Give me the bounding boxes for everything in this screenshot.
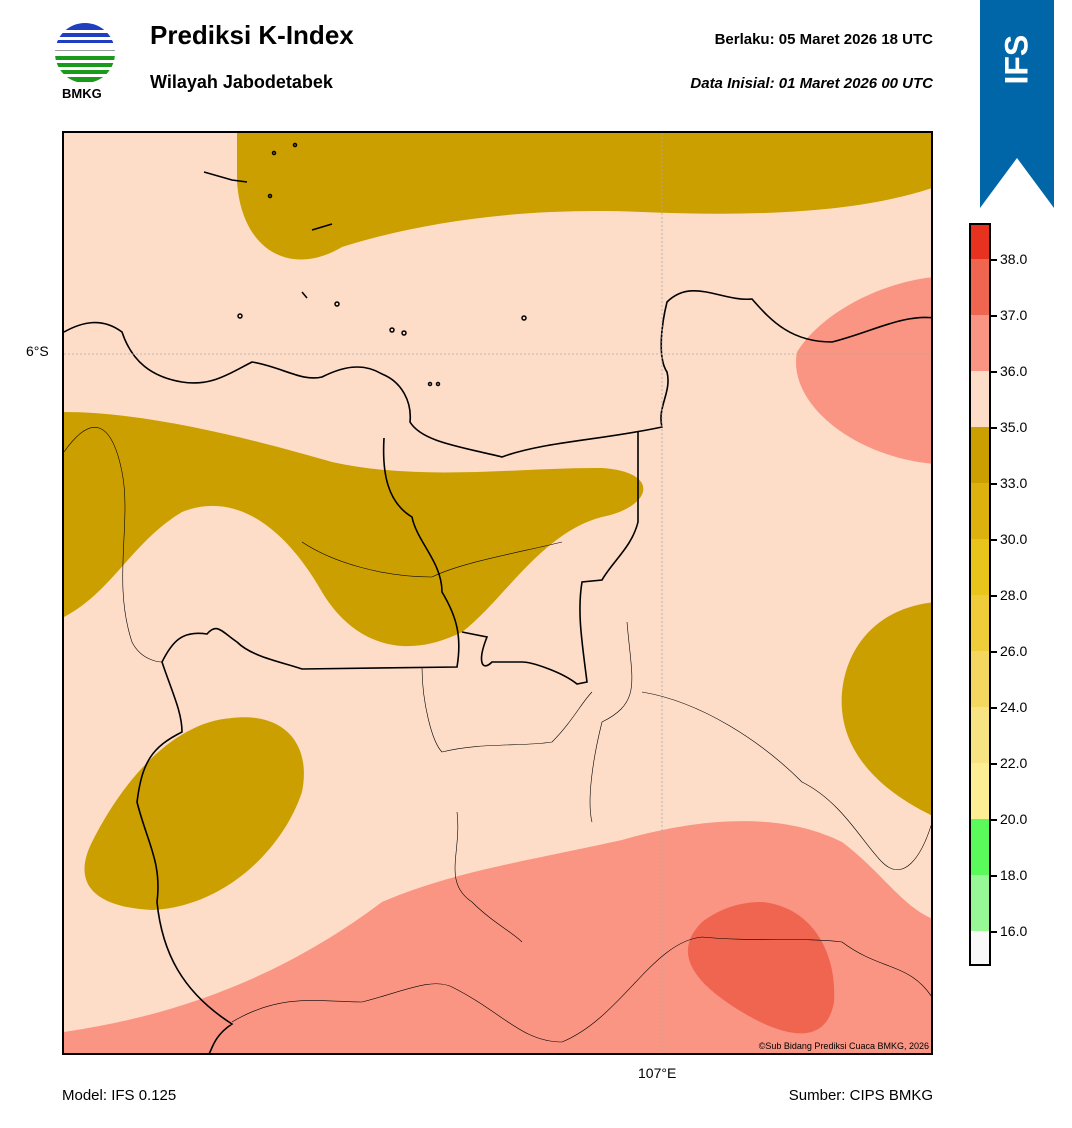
page-title: Prediksi K-Index [150, 20, 354, 50]
page-subtitle: Wilayah Jabodetabek [150, 72, 333, 92]
colorbar-tick-label: 18.0 [1000, 867, 1028, 883]
colorbar-segment [970, 651, 990, 707]
colorbar-segment [970, 763, 990, 819]
copyright: ©Sub Bidang Prediksi Cuaca BMKG, 2026 [758, 1041, 929, 1051]
colorbar-tick-label: 35.0 [1000, 419, 1028, 435]
colorbar-tick [991, 259, 997, 261]
colorbar-tick [991, 427, 997, 429]
colorbar-tick [991, 595, 997, 597]
lat-label: 6°S [26, 343, 49, 359]
colorbar-tick-label: 26.0 [1000, 643, 1028, 659]
colorbar-tick-label: 37.0 [1000, 307, 1028, 323]
colorbar-tick-label: 36.0 [1000, 363, 1028, 379]
contour-south-red [687, 902, 835, 1034]
colorbar-segment [970, 539, 990, 595]
model-badge: IFS [980, 0, 1054, 208]
colorbar-tick [991, 651, 997, 653]
colorbar-tick-label: 38.0 [1000, 251, 1028, 267]
contour-ne-salmon [795, 277, 931, 464]
colorbar-segment [970, 224, 990, 259]
colorbar-segment [970, 259, 990, 315]
colorbar-tick-label: 20.0 [1000, 811, 1028, 827]
colorbar-segment [970, 427, 990, 483]
district-borders [64, 427, 931, 1043]
colorbar [969, 223, 991, 966]
colorbar-tick [991, 371, 997, 373]
model-badge-text: IFS [998, 34, 1035, 85]
colorbar-tick-label: 24.0 [1000, 699, 1028, 715]
model-label: Model: IFS 0.125 [62, 1087, 177, 1104]
bmkg-logo [55, 23, 115, 82]
contour-south-salmon [64, 821, 931, 1053]
colorbar-tick-label: 22.0 [1000, 755, 1028, 771]
colorbar-segment [970, 707, 990, 763]
colorbar-segment [970, 595, 990, 651]
colorbar-tick [991, 707, 997, 709]
colorbar-segment [970, 371, 990, 427]
colorbar-tick-label: 33.0 [1000, 475, 1028, 491]
colorbar-tick [991, 315, 997, 317]
colorbar-segment [970, 315, 990, 371]
colorbar-tick-label: 16.0 [1000, 923, 1028, 939]
colorbar-tick [991, 931, 997, 933]
lon-label: 107°E [638, 1065, 677, 1081]
colorbar-tick [991, 819, 997, 821]
colorbar-tick [991, 763, 997, 765]
kindex-map: ©Sub Bidang Prediksi Cuaca BMKG, 2026 [62, 131, 933, 1055]
init-time: Data Inisial: 01 Maret 2026 00 UTC [690, 75, 933, 92]
logo-text: BMKG [62, 86, 102, 101]
colorbar-segment [970, 483, 990, 539]
contour-central-olive [64, 412, 644, 647]
colorbar-tick [991, 483, 997, 485]
colorbar-tick [991, 875, 997, 877]
colorbar-segment [970, 819, 990, 875]
contour-north-olive [237, 133, 931, 260]
valid-time: Berlaku: 05 Maret 2026 18 UTC [714, 31, 933, 48]
colorbar-segment [970, 931, 990, 965]
colorbar-tick-label: 28.0 [1000, 587, 1028, 603]
coastline [64, 290, 931, 1053]
contour-sw-olive [84, 717, 304, 910]
colorbar-tick-label: 30.0 [1000, 531, 1028, 547]
colorbar-tick [991, 539, 997, 541]
contour-east-olive [841, 602, 931, 816]
colorbar-segment [970, 875, 990, 931]
source-label: Sumber: CIPS BMKG [788, 1087, 933, 1104]
islands [203, 142, 527, 387]
